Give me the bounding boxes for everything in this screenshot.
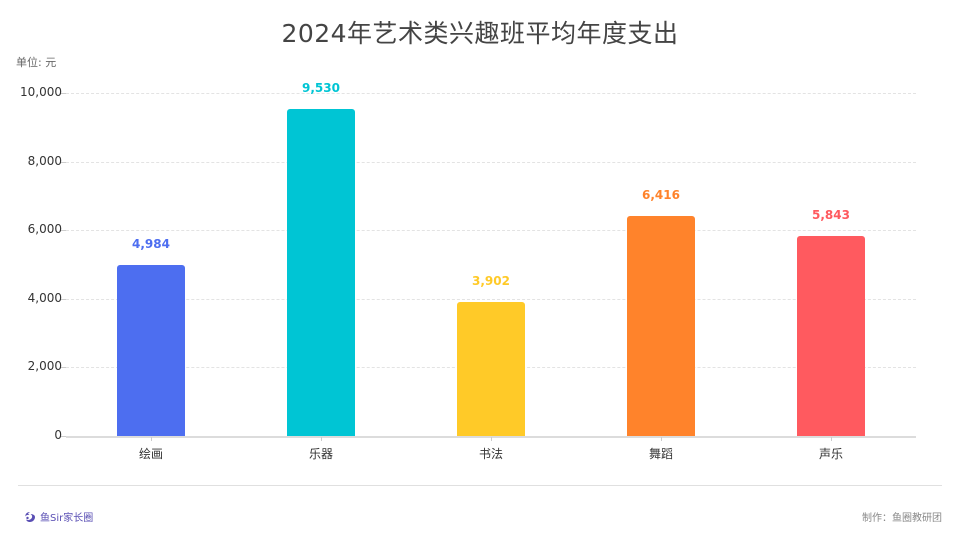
y-tick-mark	[60, 367, 66, 369]
bar-1	[117, 265, 185, 436]
bar-2	[287, 109, 355, 436]
x-category-label: 乐器	[308, 447, 333, 461]
y-tick-mark	[60, 161, 66, 163]
value-label: 6,416	[642, 187, 680, 202]
x-tick-mark	[661, 437, 662, 441]
unit-label: 单位: 元	[16, 56, 57, 69]
x-category-label: 声乐	[818, 447, 843, 461]
value-label: 9,530	[302, 81, 340, 96]
y-tick-label: 4,000	[27, 290, 62, 305]
bar-3	[457, 302, 525, 436]
y-tick-label: 6,000	[27, 222, 62, 237]
x-category-label: 书法	[478, 447, 503, 461]
y-tick-mark	[60, 436, 66, 437]
brand: 鱼Sir家长圈	[24, 509, 93, 524]
value-label: 3,902	[472, 274, 510, 289]
value-label: 4,984	[132, 237, 170, 252]
y-tick-mark	[60, 93, 66, 94]
bar-4	[627, 215, 695, 436]
brand-name: 鱼Sir家长圈	[40, 513, 94, 524]
gridline	[66, 230, 916, 232]
gridline	[66, 161, 916, 163]
y-tick-label: 8,000	[27, 153, 62, 168]
footer-divider	[18, 485, 942, 486]
gridline	[66, 93, 916, 94]
bar-5	[797, 235, 865, 436]
x-tick-mark	[321, 437, 322, 441]
y-tick-mark	[60, 298, 66, 300]
y-tick-label: 2,000	[27, 359, 62, 374]
y-tick-mark	[60, 230, 66, 232]
x-tick-mark	[491, 437, 492, 441]
x-tick-mark	[151, 437, 152, 441]
x-tick-mark	[831, 437, 832, 441]
x-category-label: 绘画	[138, 447, 163, 461]
credit-text: 制作：鱼圈教研团	[862, 513, 942, 524]
value-label: 5,843	[812, 207, 850, 222]
x-category-label: 舞蹈	[648, 447, 673, 461]
y-tick-label: 10,000	[20, 85, 62, 99]
gridline	[66, 298, 916, 300]
fish-logo-icon	[25, 511, 35, 522]
chart-title: 2024年艺术类兴趣班平均年度支出	[281, 19, 679, 48]
y-tick-label: 0	[54, 428, 62, 442]
